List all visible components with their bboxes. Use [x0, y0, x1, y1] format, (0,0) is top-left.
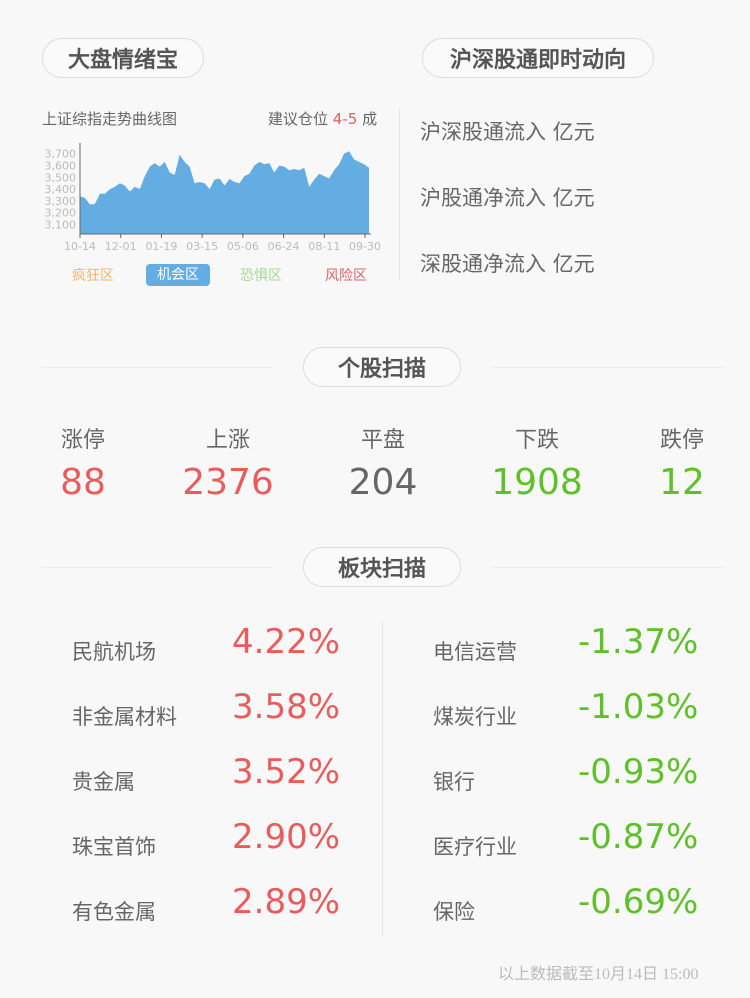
x-tick-label: 12-01 [105, 240, 137, 253]
zone-crazy: 疯狂区 [72, 268, 114, 284]
sector-up-pct: 2.90% [232, 817, 341, 857]
x-tick-label: 08-11 [308, 240, 340, 253]
y-tick-label: 3,400 [45, 183, 77, 196]
sector-up-pct: 2.89% [232, 882, 341, 922]
chart-title: 上证综指走势曲线图 [42, 110, 178, 128]
advice-unit: 成 [362, 110, 378, 128]
stat-value: 1908 [491, 462, 583, 503]
x-tick-label: 09-30 [349, 240, 381, 253]
sector-down-pct: -0.93% [578, 752, 699, 792]
divider [492, 367, 724, 368]
position-advice: 建议仓位 4-5 成 [268, 108, 377, 129]
divider-vertical [399, 108, 400, 280]
stock-stat: 平盘 204 [323, 422, 443, 503]
flow-item: 沪深股通流入 亿元 [420, 120, 595, 144]
y-tick-label: 3,200 [45, 207, 77, 220]
stat-label: 下跌 [514, 428, 559, 453]
stock-stat: 上涨 2376 [168, 422, 288, 503]
sector-up-pct: 3.58% [232, 687, 341, 727]
stock-stat: 下跌 1908 [477, 422, 597, 503]
divider [492, 567, 724, 568]
flow-item: 深股通净流入 亿元 [420, 252, 595, 276]
advice-label: 建议仓位 [268, 110, 329, 128]
stat-value: 12 [659, 462, 705, 503]
sector-down-pct: -0.69% [578, 882, 699, 922]
index-area [80, 151, 369, 234]
market-title: 大盘情绪宝 [42, 38, 204, 78]
stat-value: 88 [60, 462, 106, 503]
sectors-title: 板块扫描 [303, 547, 461, 587]
sector-up-name: 非金属材料 [72, 705, 177, 729]
divider [42, 567, 272, 568]
stock-stat: 跌停 12 [622, 422, 742, 503]
sector-up-pct: 4.22% [232, 622, 341, 662]
y-tick-label: 3,300 [45, 195, 77, 208]
sector-down-name: 煤炭行业 [433, 705, 517, 729]
stat-value: 2376 [182, 462, 274, 503]
y-tick-label: 3,500 [45, 171, 77, 184]
zone-opportunity[interactable]: 机会区 [146, 264, 210, 286]
x-tick-label: 06-24 [268, 240, 300, 253]
footer-timestamp: 以上数据截至10月14日 15:00 [498, 966, 699, 983]
y-tick-label: 3,600 [45, 159, 77, 172]
stat-label: 跌停 [659, 428, 704, 453]
stock-stat: 涨停 88 [23, 422, 143, 503]
advice-value: 4-5 [332, 110, 358, 128]
x-tick-label: 03-15 [186, 240, 218, 253]
y-tick-label: 3,100 [45, 219, 77, 232]
sector-up-name: 珠宝首饰 [72, 835, 156, 859]
sector-up-name: 有色金属 [72, 900, 156, 924]
sector-down-name: 保险 [433, 900, 475, 924]
y-tick-label: 3,700 [45, 148, 77, 161]
flow-title: 沪深股通即时动向 [422, 38, 654, 78]
sector-up-name: 贵金属 [72, 770, 135, 794]
stat-value: 204 [348, 462, 418, 503]
x-tick-label: 10-14 [64, 240, 96, 253]
stat-label: 涨停 [60, 428, 105, 453]
stocks-title: 个股扫描 [303, 347, 461, 387]
stat-label: 上涨 [205, 428, 250, 453]
sector-down-pct: -1.37% [578, 622, 699, 662]
divider-vertical [382, 620, 383, 938]
stat-label: 平盘 [360, 428, 405, 453]
x-tick-label: 05-06 [227, 240, 259, 253]
sector-up-name: 民航机场 [72, 640, 156, 664]
zone-risk: 风险区 [325, 268, 367, 284]
divider [42, 367, 272, 368]
sector-down-pct: -0.87% [578, 817, 699, 857]
sector-down-pct: -1.03% [578, 687, 699, 727]
zone-fear: 恐惧区 [240, 268, 282, 284]
sector-down-name: 电信运营 [433, 640, 517, 664]
flow-item: 沪股通净流入 亿元 [420, 186, 595, 210]
sector-down-name: 银行 [433, 770, 475, 794]
sector-down-name: 医疗行业 [433, 835, 517, 859]
x-tick-label: 01-19 [145, 240, 177, 253]
sector-up-pct: 3.52% [232, 752, 341, 792]
